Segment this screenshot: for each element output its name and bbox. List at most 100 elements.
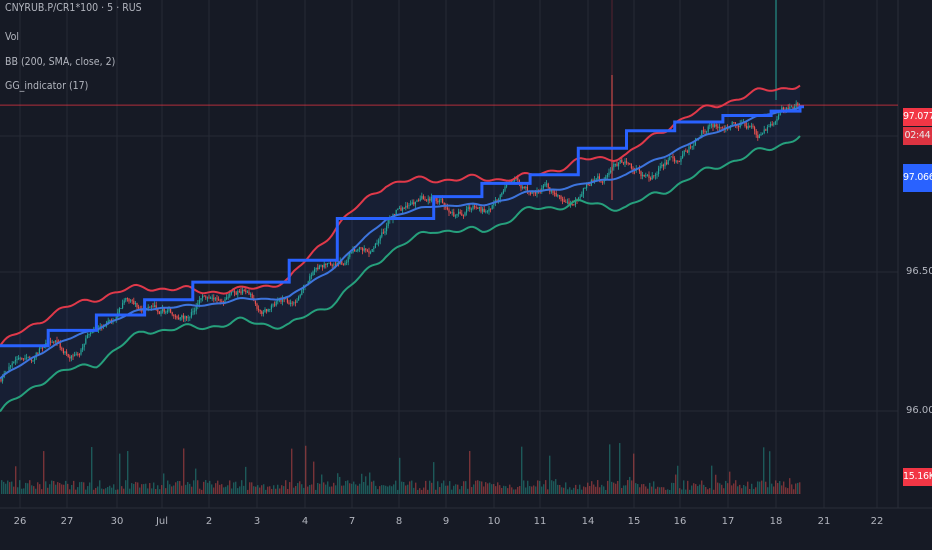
legend-bb[interactable]: BB (200, SMA, close, 2) [5,56,116,68]
candle-body [632,168,634,171]
legend-symbol[interactable]: CNYRUB.P/CR1*100 · 5 · RUS [5,2,142,14]
time-tick-label: 22 [870,516,884,527]
candle-body [645,175,647,177]
candle-body [136,302,138,308]
candle-body [622,162,624,164]
candle-body [739,123,741,128]
volume-bar [653,481,655,494]
candle-body [738,126,740,128]
volume-bar [619,443,621,494]
candle-body [282,298,284,302]
volume-bar [517,486,519,494]
candle-body [150,306,152,308]
volume-bar [683,480,685,494]
volume-bar [705,486,707,494]
candle-body [51,341,53,343]
volume-bar [293,487,295,494]
candle-body [203,295,205,297]
candle-body [258,308,260,310]
candle-body [130,300,132,302]
candle-body [624,161,626,164]
candle-body [766,127,768,131]
volume-bar [453,485,455,494]
volume-bar [759,481,761,494]
legend-vol[interactable]: Vol [5,31,20,43]
volume-bar [171,486,173,494]
legend-gg[interactable]: GG_indicator (17) [5,80,89,92]
volume-bar [375,485,377,494]
candle-body [704,130,706,132]
candle-body [550,190,552,192]
volume-bar [719,483,721,494]
candle-body [397,208,399,210]
time-tick-label: 4 [301,516,309,527]
volume-bar [399,457,401,494]
candle-body [38,348,40,354]
candle-body [714,124,716,128]
volume-bar [207,482,209,494]
candle-body [166,310,168,313]
candle-body [470,208,472,210]
volume-bar [341,485,343,494]
candle-body [56,340,58,343]
candle-body [499,195,501,200]
volume-bar [309,485,311,494]
volume-bar [779,481,781,494]
candle-body [59,342,61,348]
candle-body [754,127,756,131]
volume-bar [773,486,775,494]
volume-bar [159,489,161,494]
candle-body [208,297,210,299]
candle-body [552,190,554,193]
candle-body [362,248,364,251]
candle-body [746,126,748,129]
candle-body [360,247,362,249]
candle-body [715,124,717,127]
candle-body [291,302,293,304]
candle-body [408,205,410,206]
candle-body [27,357,29,359]
candle-body [544,183,546,186]
chart-grid [0,0,932,509]
candle-body [251,294,253,299]
candle-body [11,363,13,366]
volume-bar [359,483,361,494]
volume-bar [45,481,47,494]
candle-body [386,225,388,232]
volume-bar [229,480,231,494]
volume-bar [401,481,403,494]
volume-bar [249,482,251,494]
candle-body [421,196,423,199]
indicator-value-tag: 97.066 [903,164,932,192]
time-tick-label: 2 [205,516,213,527]
volume-bar [505,486,507,494]
candle-body [32,360,34,362]
candle-body [224,299,226,304]
volume-bar [685,489,687,494]
volume-bars [1,443,801,494]
volume-bar [419,488,421,494]
candle-body [638,168,640,172]
candle-body [267,309,269,312]
volume-bar [165,488,167,494]
volume-bar [35,488,37,494]
candle-body [155,305,157,309]
candle-body [325,263,327,265]
candle-body [318,265,320,270]
candle-body [760,133,762,136]
candle-body [512,180,514,183]
candle-body [326,263,328,265]
candle-body [531,191,533,194]
volume-bar [675,474,677,494]
candle-body [485,211,487,213]
time-tick-label: 17 [721,516,735,527]
time-tick-label: Jul [155,516,169,527]
candle-body [778,115,780,120]
volume-bar [765,481,767,494]
candle-body [173,314,175,316]
candle-body [118,308,120,313]
volume-bar [55,484,57,494]
candle-body [365,248,367,251]
candle-body [776,119,778,122]
